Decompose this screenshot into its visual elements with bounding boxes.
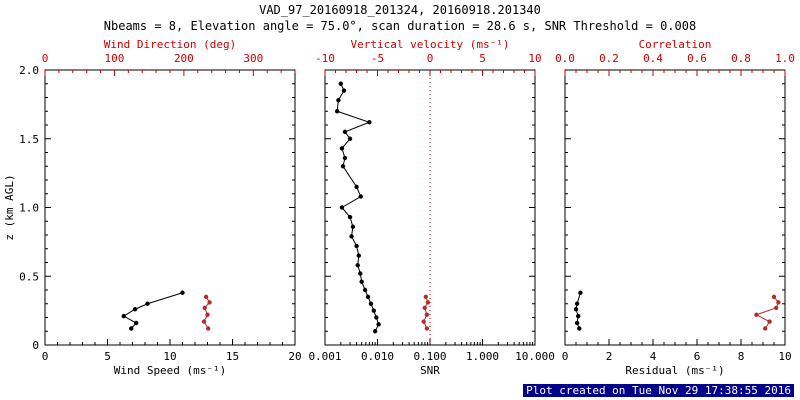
svg-text:10.000: 10.000 [515, 350, 555, 363]
plot-title: VAD_97_20160918_201324, 20160918.201340 [259, 3, 541, 17]
correlation-series [754, 294, 781, 331]
svg-text:8: 8 [738, 350, 745, 363]
wind-panel: 0 5 10 15 20 Wind Speed (ms⁻¹) 0 100 200 300 Wind … [19, 38, 302, 377]
residual-panel: 0 2 4 6 8 10 Residual (ms⁻¹) 0.0 0.2 0.4 0.6 0.8 1.0… [555, 38, 795, 377]
svg-text:0.5: 0.5 [19, 270, 39, 283]
svg-text:-5: -5 [371, 52, 384, 65]
svg-text:5: 5 [479, 52, 486, 65]
svg-text:10: 10 [163, 350, 176, 363]
svg-text:0.4: 0.4 [643, 52, 663, 65]
svg-text:0.0: 0.0 [555, 52, 575, 65]
svg-text:1.0: 1.0 [19, 202, 39, 215]
wind-panel-bottom-axis-label: Wind Speed (ms⁻¹) [114, 364, 227, 377]
svg-text:10: 10 [778, 350, 791, 363]
svg-text:0.2: 0.2 [599, 52, 619, 65]
svg-text:0.100: 0.100 [413, 350, 446, 363]
svg-text:0.8: 0.8 [731, 52, 751, 65]
residual-panel-bottom-axis-label: Residual (ms⁻¹) [625, 364, 724, 377]
snr-panel-bottom-axis-label: SNR [420, 364, 440, 377]
wind-panel-top-axis-label: Wind Direction (deg) [104, 38, 236, 51]
residual-series [573, 290, 583, 331]
wind-direction-series [201, 294, 212, 331]
svg-text:0: 0 [42, 350, 49, 363]
svg-text:20: 20 [288, 350, 301, 363]
svg-text:2.0: 2.0 [19, 64, 39, 77]
snr-panel-top-axis-label: Vertical velocity (ms⁻¹) [351, 38, 510, 51]
svg-text:6: 6 [694, 350, 701, 363]
plot-subtitle: Nbeams = 8, Elevation angle = 75.0°, sca… [103, 19, 697, 33]
svg-text:0: 0 [32, 339, 39, 352]
svg-text:200: 200 [174, 52, 194, 65]
wind-speed-series [121, 290, 185, 331]
svg-text:0: 0 [562, 350, 569, 363]
svg-text:5: 5 [104, 350, 111, 363]
vertical-velocity-series [421, 294, 431, 331]
svg-text:0.001: 0.001 [308, 350, 341, 363]
svg-text:1.5: 1.5 [19, 133, 39, 146]
svg-text:0.6: 0.6 [687, 52, 707, 65]
svg-text:1.000: 1.000 [466, 350, 499, 363]
svg-text:2: 2 [606, 350, 613, 363]
svg-text:15: 15 [226, 350, 239, 363]
y-axis-label: z (km AGL) [3, 174, 16, 240]
svg-text:4: 4 [650, 350, 657, 363]
snr-panel: 0.001 0.010 0.100 1.000 10.000 SNR -10 -5 0 5 10 Ve… [308, 38, 554, 377]
svg-text:300: 300 [243, 52, 263, 65]
svg-text:0: 0 [42, 52, 49, 65]
svg-text:0.010: 0.010 [361, 350, 394, 363]
residual-panel-top-axis-label: Correlation [639, 38, 712, 51]
snr-series [334, 81, 381, 334]
plot-created-timestamp: Plot created on Tue Nov 29 17:38:55 2016 [523, 384, 794, 397]
svg-text:100: 100 [105, 52, 125, 65]
svg-text:0: 0 [427, 52, 434, 65]
svg-text:10: 10 [528, 52, 541, 65]
svg-text:-10: -10 [315, 52, 335, 65]
svg-text:1.0: 1.0 [775, 52, 795, 65]
